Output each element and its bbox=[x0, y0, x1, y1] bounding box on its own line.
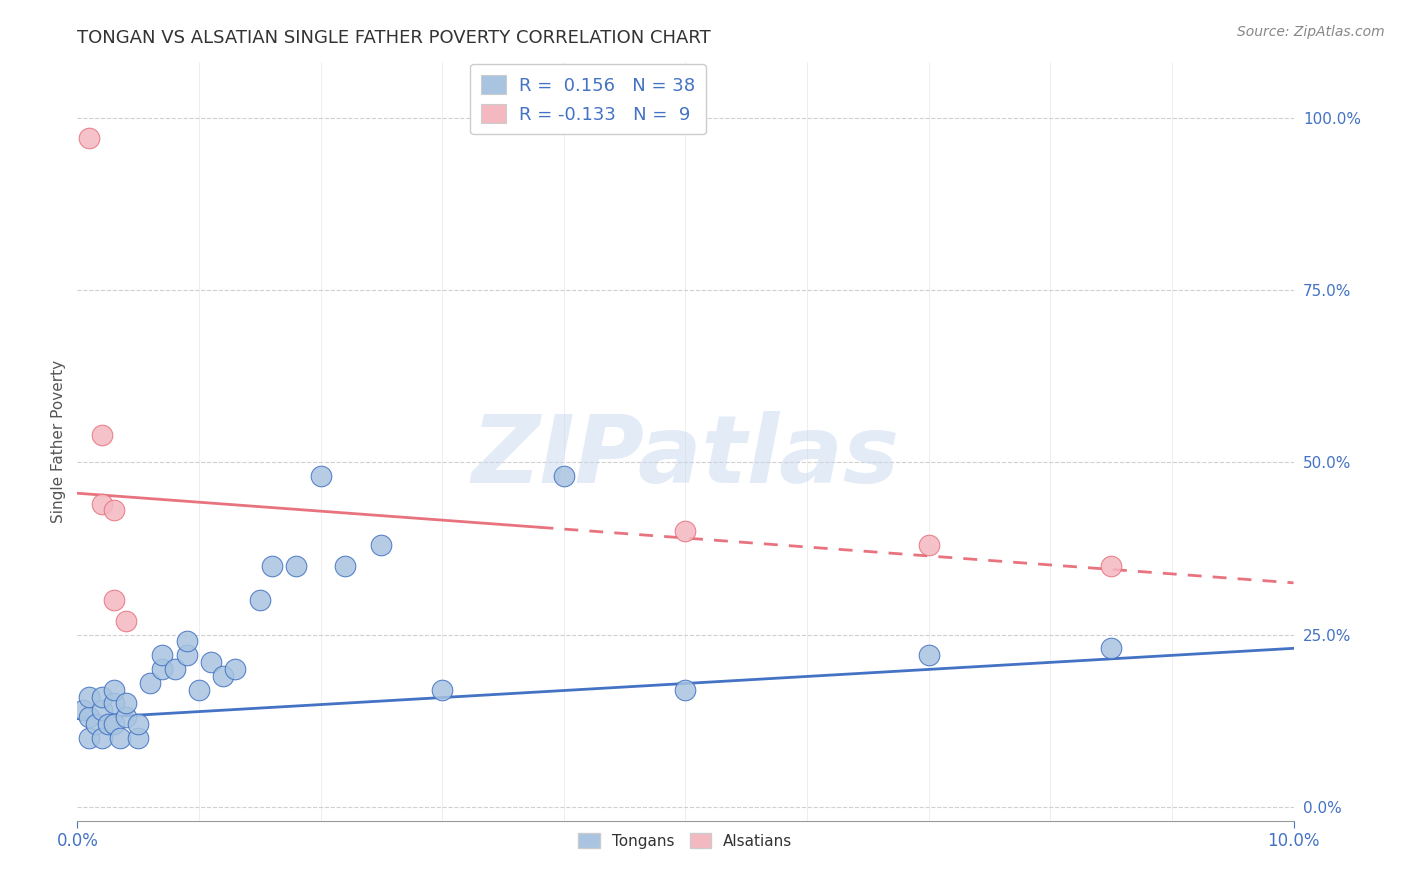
Point bbox=[103, 503, 125, 517]
Point bbox=[249, 593, 271, 607]
Point bbox=[90, 690, 112, 704]
Point bbox=[200, 655, 222, 669]
Point bbox=[1099, 558, 1122, 573]
Point bbox=[103, 717, 125, 731]
Point bbox=[675, 524, 697, 538]
Point bbox=[333, 558, 356, 573]
Point bbox=[103, 682, 125, 697]
Point bbox=[79, 710, 101, 724]
Point bbox=[97, 717, 120, 731]
Point bbox=[72, 703, 94, 717]
Point bbox=[163, 662, 186, 676]
Text: TONGAN VS ALSATIAN SINGLE FATHER POVERTY CORRELATION CHART: TONGAN VS ALSATIAN SINGLE FATHER POVERTY… bbox=[77, 29, 711, 47]
Point bbox=[212, 669, 235, 683]
Point bbox=[79, 731, 101, 745]
Point bbox=[127, 717, 149, 731]
Point bbox=[309, 469, 332, 483]
Point bbox=[152, 648, 174, 663]
Point bbox=[79, 131, 101, 145]
Point bbox=[260, 558, 283, 573]
Point bbox=[1099, 641, 1122, 656]
Y-axis label: Single Father Poverty: Single Father Poverty bbox=[51, 360, 66, 523]
Point bbox=[84, 717, 107, 731]
Point bbox=[176, 634, 198, 648]
Point bbox=[90, 703, 112, 717]
Text: Source: ZipAtlas.com: Source: ZipAtlas.com bbox=[1237, 25, 1385, 39]
Point bbox=[90, 731, 112, 745]
Point bbox=[285, 558, 308, 573]
Point bbox=[675, 682, 697, 697]
Point bbox=[918, 538, 941, 552]
Point bbox=[115, 614, 138, 628]
Point bbox=[224, 662, 246, 676]
Point bbox=[152, 662, 174, 676]
Point bbox=[103, 697, 125, 711]
Point bbox=[139, 675, 162, 690]
Point bbox=[370, 538, 392, 552]
Point bbox=[103, 593, 125, 607]
Point bbox=[188, 682, 211, 697]
Point bbox=[176, 648, 198, 663]
Point bbox=[108, 731, 131, 745]
Point bbox=[79, 690, 101, 704]
Point bbox=[918, 648, 941, 663]
Point bbox=[90, 497, 112, 511]
Legend: Tongans, Alsatians: Tongans, Alsatians bbox=[572, 827, 799, 855]
Point bbox=[115, 710, 138, 724]
Point bbox=[127, 731, 149, 745]
Point bbox=[430, 682, 453, 697]
Point bbox=[115, 697, 138, 711]
Point bbox=[90, 427, 112, 442]
Point bbox=[553, 469, 575, 483]
Text: ZIPatlas: ZIPatlas bbox=[471, 410, 900, 503]
